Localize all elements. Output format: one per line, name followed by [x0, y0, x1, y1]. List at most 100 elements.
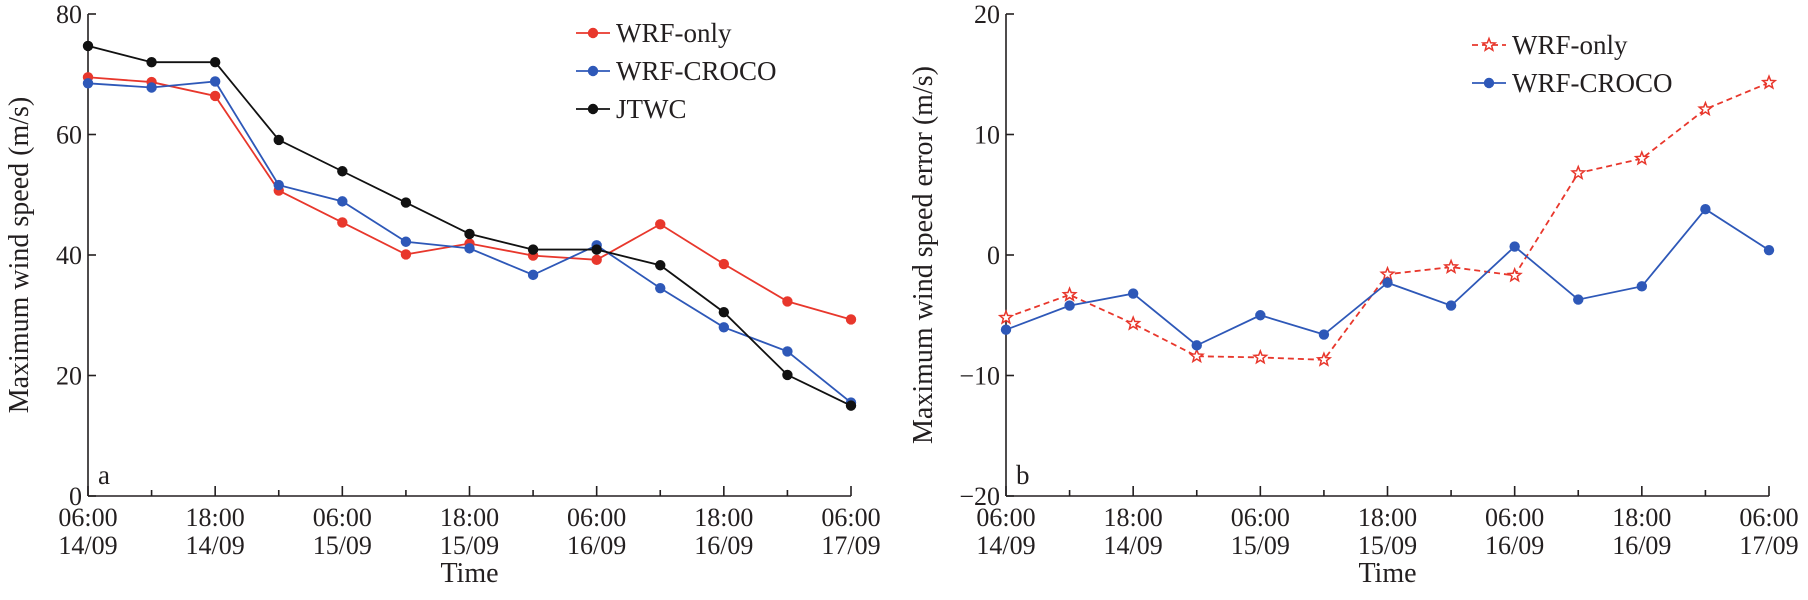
y-tick-label: 40 [56, 241, 82, 270]
data-point-wrf-croco [1382, 277, 1393, 288]
x-axis-title: Time [1358, 558, 1416, 589]
data-point-jtwc [718, 307, 730, 318]
data-point-jtwc [209, 57, 221, 68]
x-tick-label-date: 14/09 [976, 531, 1035, 560]
data-point-wrf-only [1697, 100, 1714, 117]
data-point-jtwc [655, 260, 666, 271]
data-point-wrf-croco [655, 282, 666, 294]
data-point-wrf-only [1252, 348, 1269, 365]
y-tick-label: 0 [69, 482, 82, 511]
legend: WRF-only WRF-CROCO JTWC [576, 18, 777, 124]
x-tick-label-date: 16/09 [694, 531, 753, 560]
series-line-wrf-only [87, 76, 852, 321]
legend-marker [587, 27, 599, 39]
x-tick-label-time: 06:00 [1739, 503, 1798, 532]
panel-letter: a [98, 460, 110, 490]
legend-marker [1480, 36, 1498, 52]
x-tick-label-time: 18:00 [440, 503, 499, 532]
data-point-wrf-croco [718, 322, 730, 333]
data-point-wrf-only [337, 217, 348, 228]
y-tick-label: 80 [56, 0, 82, 29]
x-tick-label-date: 14/09 [186, 531, 245, 560]
series-line-wrf-only [1005, 81, 1770, 361]
x-tick-label-date: 17/09 [821, 531, 880, 560]
data-point-wrf-only [1188, 347, 1205, 364]
data-point-wrf-croco [1763, 244, 1775, 256]
data-point-wrf-croco [1318, 329, 1330, 340]
series-line-jtwc [87, 45, 852, 407]
y-tick-label: 20 [56, 362, 82, 391]
data-point-wrf-croco [1064, 300, 1075, 311]
legend: WRF-only WRF-CROCO [1472, 30, 1673, 98]
data-point-wrf-croco [464, 243, 475, 254]
x-tick-label-time: 18:00 [1358, 503, 1417, 532]
x-tick-label-time: 06:00 [1231, 503, 1290, 532]
data-point-wrf-croco [82, 78, 94, 89]
x-tick-label-time: 18:00 [1104, 503, 1163, 532]
data-point-jtwc [782, 369, 793, 381]
data-point-wrf-croco [400, 236, 412, 247]
data-point-jtwc [82, 40, 94, 52]
data-point-jtwc [591, 244, 602, 255]
x-tick-label-time: 18:00 [694, 503, 753, 532]
legend-label: WRF-only [616, 18, 732, 48]
data-point-wrf-only [1061, 286, 1078, 302]
x-tick-label-time: 06:00 [1485, 503, 1544, 532]
x-tick-label-date: 15/09 [1231, 531, 1290, 560]
legend-marker [1483, 77, 1495, 89]
legend-label: JTWC [616, 94, 687, 124]
data-point-wrf-croco [1700, 204, 1711, 215]
data-point-wrf-only [1379, 265, 1396, 282]
y-tick-label: 60 [56, 121, 82, 150]
data-point-jtwc [146, 57, 157, 68]
data-point-jtwc [527, 244, 539, 255]
data-point-wrf-croco [1191, 340, 1202, 351]
x-tick-label-date: 14/09 [1104, 531, 1163, 560]
data-point-jtwc [337, 166, 348, 177]
data-point-wrf-only [209, 90, 221, 102]
x-tick-label-date: 15/09 [1358, 531, 1417, 560]
legend-label: WRF-CROCO [1512, 68, 1673, 98]
data-point-jtwc [273, 134, 284, 146]
x-tick-label-time: 18:00 [186, 503, 245, 532]
data-point-wrf-croco [1573, 294, 1584, 305]
panel-a: 02040608006:0014/0918:0014/0906:0015/091… [4, 0, 881, 589]
data-point-wrf-croco [146, 82, 157, 93]
legend-marker [587, 103, 599, 115]
y-tick-label: 0 [987, 241, 1000, 270]
x-tick-label-time: 06:00 [567, 503, 626, 532]
data-point-wrf-only [845, 314, 857, 325]
data-point-wrf-only [718, 258, 730, 270]
y-axis-title: Maximum wind speed (m/s) [4, 97, 35, 414]
data-point-wrf-only [997, 309, 1015, 325]
y-tick-label: −20 [959, 482, 1000, 511]
y-tick-label: 10 [974, 121, 1000, 150]
x-tick-label-date: 16/09 [1485, 531, 1544, 560]
x-tick-label-date: 16/09 [567, 531, 626, 560]
legend-marker [587, 65, 599, 77]
x-tick-label-date: 15/09 [440, 531, 499, 560]
x-tick-label-time: 06:00 [58, 503, 117, 532]
panel-b: −20−100102006:0014/0918:0014/0906:0015/0… [908, 0, 1799, 589]
data-point-wrf-croco [209, 76, 221, 87]
x-tick-label-date: 15/09 [313, 531, 372, 560]
data-point-wrf-croco [1636, 281, 1648, 292]
x-tick-label-time: 06:00 [821, 503, 880, 532]
x-tick-label-date: 16/09 [1612, 531, 1671, 560]
data-point-wrf-croco [337, 196, 348, 207]
legend-label: WRF-CROCO [616, 56, 777, 86]
x-tick-label-date: 17/09 [1739, 531, 1798, 560]
data-point-wrf-only [782, 296, 793, 307]
panel-letter: b [1016, 460, 1030, 490]
data-point-jtwc [464, 228, 475, 240]
data-point-wrf-croco [527, 269, 539, 281]
data-point-wrf-croco [1127, 288, 1139, 299]
data-point-wrf-croco [1509, 241, 1520, 252]
data-point-wrf-croco [1000, 324, 1012, 335]
x-tick-label-time: 18:00 [1612, 503, 1671, 532]
y-axis-title: Maximum wind speed error (m/s) [908, 66, 939, 444]
x-tick-label-time: 06:00 [313, 503, 372, 532]
data-point-wrf-only [1315, 351, 1333, 367]
x-tick-label-date: 14/09 [58, 531, 117, 560]
